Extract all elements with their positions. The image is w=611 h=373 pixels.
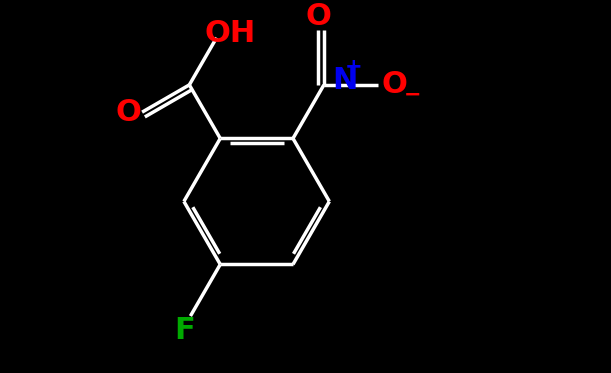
Text: −: − <box>404 85 421 105</box>
Text: F: F <box>174 316 195 345</box>
Text: O: O <box>381 70 408 99</box>
Text: O: O <box>115 98 141 127</box>
Text: N: N <box>332 66 357 95</box>
Text: +: + <box>345 57 363 77</box>
Text: O: O <box>306 2 332 31</box>
Text: OH: OH <box>205 19 256 48</box>
